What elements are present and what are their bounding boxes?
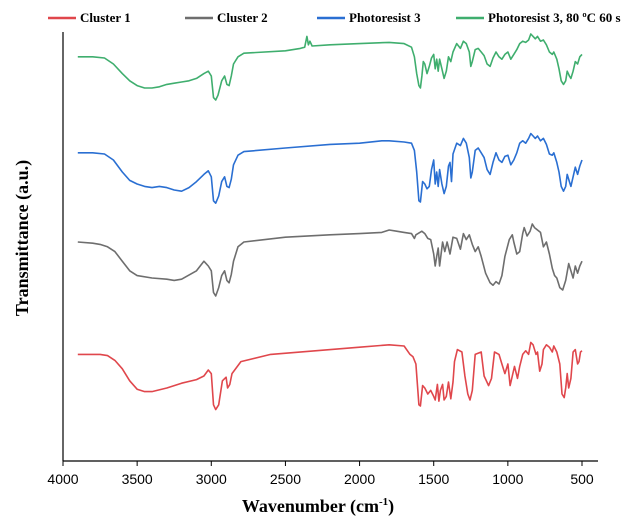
- legend-label-1: Cluster 1: [80, 10, 131, 25]
- x-tick-label: 4000: [47, 471, 78, 487]
- plot-lines: [77, 33, 583, 411]
- legend: Cluster 1 Cluster 2 Photoresist 3 Photoresi…: [48, 10, 621, 25]
- series-line-2: [77, 223, 583, 297]
- x-axis-title: Wavenumber (cm-1): [242, 496, 394, 517]
- series-line-4: [77, 33, 583, 101]
- x-tick-label: 1500: [418, 471, 449, 487]
- x-tick-label: 2500: [270, 471, 301, 487]
- x-tick-label: 1000: [492, 471, 523, 487]
- x-ticks: 4000 3500 3000 2500 2000 1500 1000 500: [47, 461, 594, 487]
- x-tick-label: 2000: [344, 471, 375, 487]
- x-tick-label: 3500: [122, 471, 153, 487]
- x-tick-label: 3000: [196, 471, 227, 487]
- y-axis-title: Transmittance (a.u.): [12, 160, 33, 316]
- series-line-1: [77, 341, 583, 411]
- legend-label-2: Cluster 2: [217, 10, 268, 25]
- series-line-3: [77, 132, 583, 204]
- legend-label-4: Photoresist 3, 80 ºC 60 s: [488, 10, 621, 25]
- legend-label-3: Photoresist 3: [349, 10, 421, 25]
- x-tick-label: 500: [570, 471, 594, 487]
